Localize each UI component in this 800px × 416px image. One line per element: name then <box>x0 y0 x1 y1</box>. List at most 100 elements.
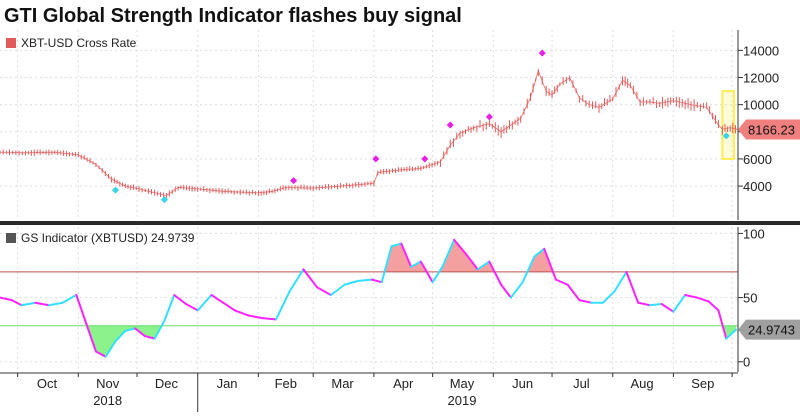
indicator-segment <box>233 309 250 317</box>
indicator-segment <box>500 283 512 299</box>
signal-highlight-rect <box>721 90 736 160</box>
indicator-segment <box>625 270 640 304</box>
indicator-segment <box>717 309 728 340</box>
price-line <box>0 69 739 197</box>
indicator-segment <box>288 268 305 293</box>
indicator-threshold-fills <box>87 239 737 357</box>
indicator-segment <box>400 242 413 268</box>
indicator-segment <box>441 238 456 268</box>
indicator-segment <box>210 294 225 304</box>
indicator-segment <box>707 300 720 312</box>
indicator-segment <box>173 294 187 305</box>
year-label-2019: 2019 <box>448 393 477 408</box>
signal-marker <box>722 132 730 140</box>
price-last-value-badge-shape <box>738 119 800 140</box>
signal-marker <box>485 113 493 121</box>
indicator-segment <box>302 268 319 289</box>
signal-highlight-box <box>721 90 736 160</box>
indicator-segment <box>543 247 557 281</box>
indicator-segment <box>184 302 199 312</box>
price-gridlines <box>0 30 738 220</box>
price-legend-swatch <box>6 38 16 48</box>
indicator-segment <box>20 301 37 307</box>
indicator-segment <box>521 255 536 284</box>
indicator-y-tick-label: 0 <box>743 355 750 370</box>
indicator-segment <box>660 302 675 313</box>
indicator-segment <box>464 252 479 271</box>
indicator-segment <box>380 245 393 284</box>
signal-marker <box>290 177 298 185</box>
indicator-segment <box>566 283 581 302</box>
indicator-gridlines <box>0 227 738 372</box>
indicator-segment <box>47 301 64 307</box>
signal-markers <box>111 49 730 204</box>
indicator-segment <box>104 340 117 358</box>
x-tick-label: Sep <box>691 376 714 391</box>
indicator-segment <box>222 301 236 312</box>
indicator-segment <box>0 296 13 302</box>
price-panel: XBT-USD Cross Rate 400060008000100001200… <box>0 30 800 220</box>
x-tick-label: Jun <box>512 376 533 391</box>
x-tick-label: Jan <box>217 376 238 391</box>
signal-marker <box>421 155 429 163</box>
indicator-segment <box>34 301 50 307</box>
x-tick-label: Aug <box>631 376 654 391</box>
signal-marker <box>446 121 454 129</box>
indicator-segment <box>61 294 78 304</box>
indicator-last-value-text: 24.9743 <box>748 323 795 338</box>
indicator-series <box>0 238 738 358</box>
chart-title: GTI Global Strength Indicator flashes bu… <box>4 5 462 27</box>
price-series <box>0 68 739 199</box>
x-tick-label: Oct <box>37 376 58 391</box>
x-tick-label: Jul <box>573 376 590 391</box>
indicator-segment <box>247 314 264 320</box>
indicator-segment <box>10 299 23 307</box>
year-label-2018: 2018 <box>93 393 122 408</box>
indicator-segment <box>684 294 698 299</box>
price-last-value-text: 8166.23 <box>748 123 795 138</box>
indicator-segment <box>637 301 651 307</box>
indicator-last-value-badge: 24.9743 <box>738 319 800 340</box>
indicator-segment <box>410 260 422 268</box>
indicator-last-value-badge-shape <box>738 319 800 340</box>
indicator-segment <box>94 350 107 358</box>
price-y-tick-label: 14000 <box>743 43 779 58</box>
indicator-segment <box>316 286 332 297</box>
x-tick-label: Feb <box>275 376 297 391</box>
time-x-axis: Oct Nov Dec Jan Feb Mar Apr May Jun Jul Aug Sep 2018… <box>0 372 738 412</box>
signal-marker <box>160 196 168 204</box>
signal-marker <box>372 155 380 163</box>
indicator-y-tick-label: 100 <box>743 226 765 241</box>
price-y-tick-label: 12000 <box>743 71 779 86</box>
indicator-segment <box>431 265 444 284</box>
indicator-y-tick-label: 50 <box>743 291 757 306</box>
overbought-fill <box>527 248 554 272</box>
indicator-panel: GS Indicator (XBTUSD) 24.9739 0 50 100 24.… <box>0 226 800 372</box>
indicator-segment <box>476 260 491 271</box>
x-tick-label: Dec <box>155 376 179 391</box>
indicator-segment <box>419 260 434 284</box>
indicator-segment <box>613 270 628 293</box>
x-tick-label: Nov <box>96 376 120 391</box>
indicator-segment <box>196 294 213 312</box>
indicator-segment <box>453 238 467 255</box>
indicator-segment <box>124 327 137 332</box>
indicator-segment <box>114 329 127 343</box>
indicator-segment <box>261 317 278 321</box>
indicator-segment <box>648 302 663 307</box>
x-tick-label: May <box>450 376 475 391</box>
indicator-segment <box>578 299 593 304</box>
indicator-segment <box>601 290 616 304</box>
indicator-segment <box>357 278 373 282</box>
indicator-legend-label: GS Indicator (XBTUSD) 24.9739 <box>21 231 195 245</box>
price-y-tick-label: 10000 <box>743 98 779 113</box>
price-y-tick-label: 6000 <box>743 152 772 167</box>
x-tick-label: Apr <box>393 376 414 391</box>
price-y-tick-label: 4000 <box>743 179 772 194</box>
indicator-segment <box>329 283 346 297</box>
signal-marker <box>111 186 120 194</box>
indicator-segment <box>533 247 546 258</box>
indicator-segment <box>143 335 156 340</box>
indicator-y-axis: 0 50 100 <box>737 226 765 372</box>
indicator-segment <box>75 294 88 325</box>
